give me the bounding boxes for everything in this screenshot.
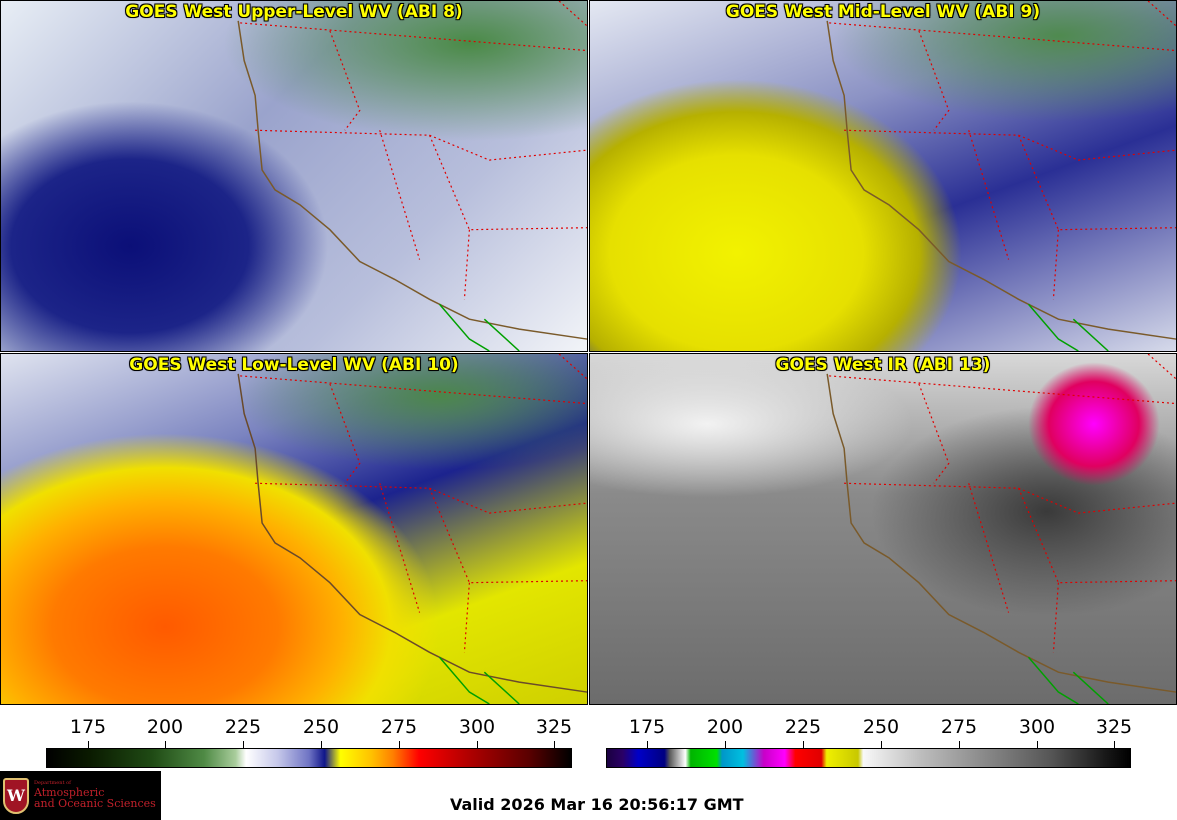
valid-time: Valid 2026 Mar 16 20:56:17 GMT <box>450 795 744 814</box>
wv-colorbar <box>46 748 572 768</box>
tick-mark <box>88 741 89 748</box>
tick-label: 250 <box>302 716 340 738</box>
tick-label: 275 <box>380 716 418 738</box>
logo-line-1: Atmospheric <box>34 785 105 799</box>
tick-label: 300 <box>458 716 496 738</box>
tick-label: 175 <box>628 716 666 738</box>
panel-title: GOES West Mid-Level WV (ABI 9) <box>725 2 1041 22</box>
ir-colorbar <box>606 748 1131 768</box>
tick-mark <box>399 741 400 748</box>
panel-title: GOES West Upper-Level WV (ABI 8) <box>125 2 463 22</box>
tick-mark <box>554 741 555 748</box>
map-overlay <box>237 354 587 704</box>
tick-mark <box>1114 741 1115 748</box>
tick-label: 225 <box>784 716 822 738</box>
tick-mark <box>725 741 726 748</box>
tick-mark <box>243 741 244 748</box>
tick-mark <box>881 741 882 748</box>
logo-dept: Department of <box>34 780 71 787</box>
tick-mark <box>647 741 648 748</box>
aos-logo: W Department of Atmospheric and Oceanic … <box>0 771 161 820</box>
tick-label: 325 <box>1095 716 1133 738</box>
tick-label: 200 <box>146 716 184 738</box>
tick-label: 175 <box>69 716 107 738</box>
mid-level-wv-panel: GOES West Mid-Level WV (ABI 9) <box>589 0 1177 352</box>
map-overlay <box>237 1 587 351</box>
tick-label: 325 <box>535 716 573 738</box>
tick-mark <box>165 741 166 748</box>
map-overlay <box>826 1 1176 351</box>
logo-text: Department of Atmospheric and Oceanic Sc… <box>34 780 156 811</box>
tick-label: 225 <box>224 716 262 738</box>
tick-label: 200 <box>706 716 744 738</box>
map-overlay <box>826 354 1176 704</box>
panel-title: GOES West Low-Level WV (ABI 10) <box>129 355 459 375</box>
tick-mark <box>477 741 478 748</box>
tick-mark <box>803 741 804 748</box>
logo-line-2: and Oceanic Sciences <box>34 797 156 811</box>
low-level-wv-panel: GOES West Low-Level WV (ABI 10) <box>0 353 588 705</box>
crest-letter: W <box>7 786 25 805</box>
tick-mark <box>959 741 960 748</box>
upper-level-wv-panel: GOES West Upper-Level WV (ABI 8) <box>0 0 588 352</box>
panel-title: GOES West IR (ABI 13) <box>775 355 991 375</box>
tick-label: 275 <box>940 716 978 738</box>
ir-panel: GOES West IR (ABI 13) <box>589 353 1177 705</box>
tick-mark <box>321 741 322 748</box>
uw-crest-icon: W <box>3 777 29 814</box>
tick-label: 300 <box>1018 716 1056 738</box>
tick-mark <box>1037 741 1038 748</box>
tick-label: 250 <box>862 716 900 738</box>
